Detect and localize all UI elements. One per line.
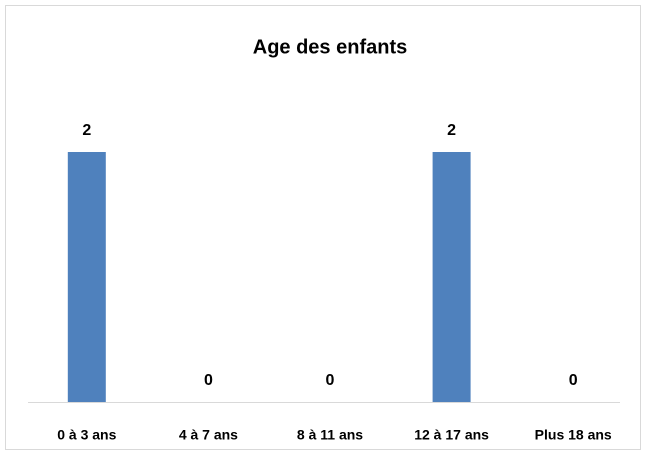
x-tick-label: 4 à 7 ans (179, 427, 238, 443)
chart-border (5, 5, 641, 450)
bar (67, 152, 106, 402)
bar (432, 152, 471, 402)
data-label: 0 (204, 372, 213, 389)
data-label: 2 (447, 122, 456, 139)
chart-title: Age des enfants (253, 36, 407, 58)
x-tick-label: 8 à 11 ans (297, 427, 363, 443)
data-label: 0 (326, 372, 335, 389)
data-label: 0 (569, 372, 578, 389)
x-tick-label: 12 à 17 ans (414, 427, 489, 443)
x-tick-label: Plus 18 ans (535, 427, 612, 443)
x-tick-label: 0 à 3 ans (57, 427, 116, 443)
data-label: 2 (82, 122, 91, 139)
